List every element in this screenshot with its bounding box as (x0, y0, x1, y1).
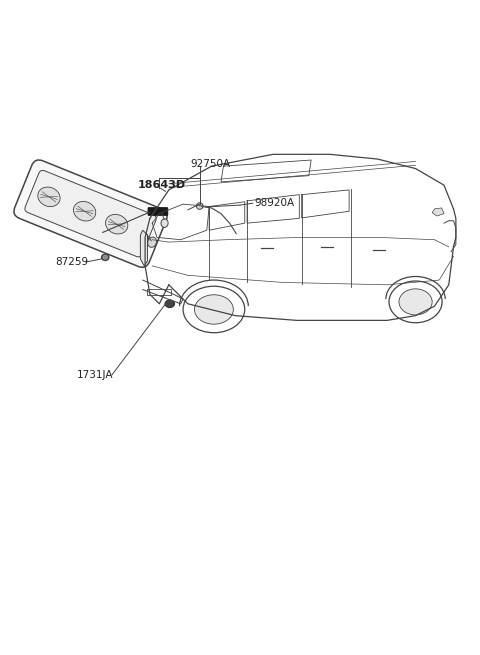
Ellipse shape (106, 214, 128, 234)
Ellipse shape (148, 237, 156, 248)
Circle shape (196, 202, 203, 210)
Ellipse shape (101, 254, 109, 261)
Ellipse shape (38, 187, 60, 206)
Polygon shape (432, 208, 444, 216)
Ellipse shape (73, 202, 96, 221)
FancyBboxPatch shape (14, 160, 167, 267)
Ellipse shape (399, 289, 432, 315)
Text: 92750A: 92750A (190, 159, 230, 169)
Ellipse shape (103, 255, 108, 259)
Ellipse shape (389, 281, 442, 323)
Text: 98920A: 98920A (254, 198, 294, 208)
Polygon shape (140, 231, 147, 266)
Text: 87259: 87259 (55, 257, 88, 267)
FancyBboxPatch shape (25, 170, 156, 257)
Ellipse shape (165, 300, 175, 308)
FancyBboxPatch shape (148, 208, 168, 215)
Ellipse shape (194, 295, 233, 324)
Text: 18643D: 18643D (138, 180, 186, 190)
Ellipse shape (161, 219, 168, 227)
Text: 1731JA: 1731JA (76, 370, 113, 380)
Ellipse shape (183, 286, 245, 333)
